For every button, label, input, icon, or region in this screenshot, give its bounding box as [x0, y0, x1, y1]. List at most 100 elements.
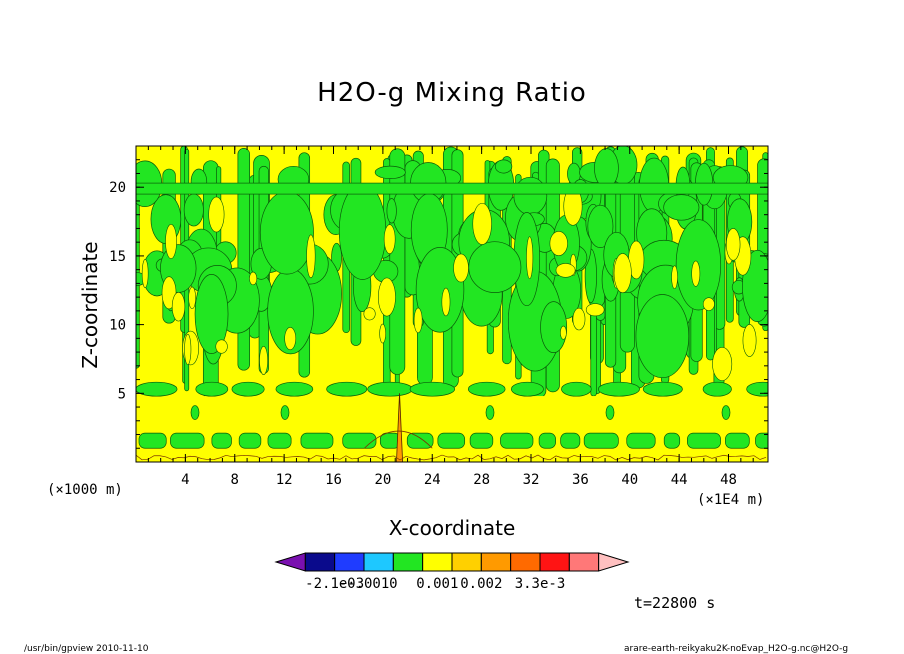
contour-hole [453, 253, 469, 283]
colorbar-swatch [480, 552, 512, 572]
colorbar-label: 0 [389, 576, 397, 592]
contour-band-bottom [500, 432, 534, 449]
contour-band-bottom [342, 432, 377, 449]
contour-hole [284, 327, 297, 351]
contour-hole [259, 346, 268, 375]
contour-line [136, 454, 767, 461]
contour-blob [494, 159, 513, 174]
contour-hole [306, 234, 316, 279]
colorbar-swatch [451, 552, 482, 572]
x-tick-label: 20 [374, 472, 391, 488]
contour-blob [374, 165, 406, 179]
contour-band-bottom [170, 432, 205, 449]
contour-plume [237, 147, 251, 371]
y-tick-label: 10 [109, 318, 126, 334]
footer-left: /usr/bin/gpview 2010-11-10 [24, 644, 149, 654]
x-tick-label: 8 [231, 472, 239, 488]
contour-band-bottom [687, 432, 721, 449]
contour-band-bottom [138, 432, 167, 449]
contour-hole [215, 339, 228, 354]
contour-dot [605, 405, 615, 420]
contour-hole [526, 236, 534, 280]
contour-hole [585, 303, 605, 317]
contour-hole [171, 292, 186, 322]
contour-band-bottom [626, 432, 656, 449]
contour-dip [561, 381, 592, 397]
contour-band-bottom [211, 432, 232, 449]
chart-title: H2O-g Mixing Ratio [317, 78, 587, 108]
contour-dot [485, 405, 495, 420]
contour-region [194, 274, 229, 354]
contour-hole [413, 307, 423, 334]
x-tick-label: 16 [325, 472, 342, 488]
contour-hole [141, 258, 149, 289]
contour-hole [188, 286, 197, 310]
contour-hole [555, 263, 576, 278]
colorbar-swatch [304, 552, 336, 572]
contour-band-bottom [663, 432, 681, 449]
x-tick-label: 40 [621, 472, 638, 488]
x-unit-note-right: (×1E4 m) [697, 492, 765, 508]
contour-hole [613, 253, 632, 294]
contour-band-bottom [267, 432, 292, 449]
contour-region [540, 301, 568, 354]
x-tick-label: 24 [424, 472, 441, 488]
contour-hole [249, 271, 258, 286]
contour-dip [597, 381, 640, 397]
contour-hole [560, 325, 567, 340]
contour-spike [396, 393, 404, 462]
time-annotation: t=22800 s [634, 594, 716, 612]
contour-dot [190, 405, 200, 420]
contour-blob [386, 198, 397, 224]
contour-hole [691, 260, 701, 287]
lower-layer [136, 396, 768, 462]
x-tick-label: 4 [181, 472, 189, 488]
contour-dip [702, 381, 732, 397]
contour-hole [165, 224, 177, 259]
contour-dot [721, 405, 731, 420]
contour-band-bottom [560, 432, 581, 449]
x-tick-label: 28 [473, 472, 490, 488]
x-tick-label: 44 [671, 472, 688, 488]
contour-dip [467, 381, 506, 397]
contour-dot [280, 405, 290, 420]
colorbar-swatch [274, 552, 306, 572]
contour-hole [742, 324, 757, 357]
colorbar-label: -2.1e-3 [305, 576, 364, 592]
x-unit-note-left: (×1000 m) [47, 482, 123, 498]
colorbar-swatch [510, 552, 541, 572]
colorbar-label: 0.002 [460, 576, 502, 592]
contour-band-bottom [469, 432, 494, 449]
contour-hole [208, 196, 225, 233]
contour-hole [184, 333, 192, 365]
x-tick-label: 12 [276, 472, 293, 488]
contour-hole [363, 307, 376, 321]
contour-dip [136, 381, 178, 397]
contour-dip [326, 381, 368, 397]
contour-hole [377, 277, 396, 317]
contour-hole [441, 287, 451, 317]
contour-region [338, 182, 387, 280]
contour-region [468, 241, 522, 293]
contour-line [364, 430, 433, 449]
contour-dip [275, 381, 314, 397]
contour-blob [594, 148, 619, 189]
contour-band-bottom [583, 432, 619, 449]
colorbar-label: 3.3e-3 [515, 576, 566, 592]
contour-region [635, 294, 690, 379]
footer-right: arare-earth-reikyaku2K-noEvap_H2O-g.nc@H… [624, 644, 849, 654]
plot-frame [135, 145, 769, 463]
contour-hole [702, 297, 715, 311]
contour-hole [379, 323, 387, 344]
contour-hole [712, 346, 733, 381]
contour-band-bottom [755, 432, 768, 449]
contour-band-bottom [238, 432, 262, 449]
contour-hole [572, 307, 586, 331]
contour-blob [587, 204, 614, 248]
contour-dip [746, 381, 768, 397]
contour-dip [510, 381, 544, 397]
contour-dip [231, 381, 265, 397]
contour-band-bottom [538, 432, 556, 449]
contour-hole [549, 230, 568, 256]
